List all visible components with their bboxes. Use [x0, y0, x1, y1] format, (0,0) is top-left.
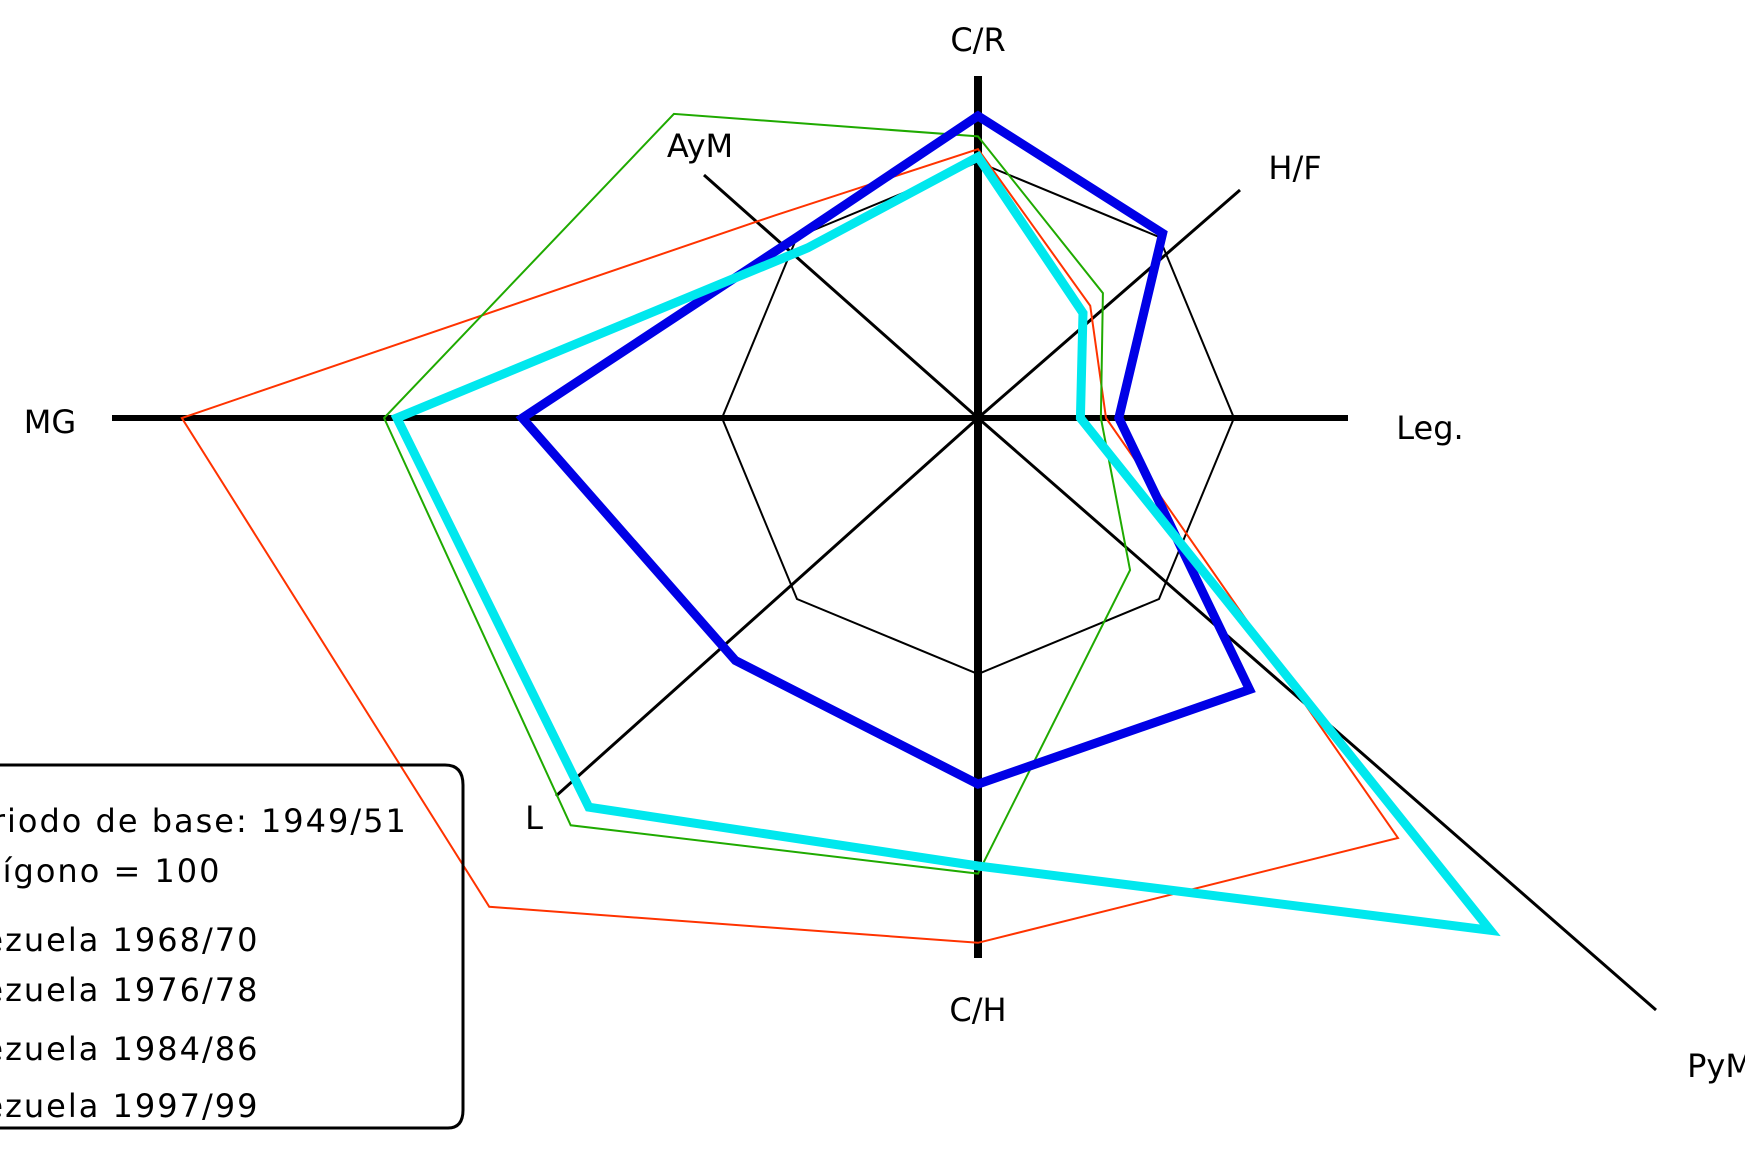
series-line-198486 [382, 112, 1132, 875]
axis-label-mg: MG [24, 403, 76, 441]
series-line-197678 [180, 148, 1400, 944]
legend-frame [0, 763, 465, 1130]
axes-layer [112, 76, 1657, 1012]
axis-label-ch: C/H [949, 991, 1006, 1029]
legend-entry-1968: Venezuela 1968/70 [0, 921, 259, 959]
series-layer [180, 110, 1501, 944]
axis-label-cr: C/R [950, 21, 1005, 59]
legend-entry-1976: Venezuela 1976/78 [0, 971, 259, 1009]
legend-title-line1: Periodo de base: 1949/51 [0, 802, 408, 840]
axis-label-leg: Leg. [1396, 409, 1463, 447]
axis-label-aym: AyM [667, 127, 733, 165]
legend-entry-1997: Venezuela 1997/99 [0, 1087, 259, 1125]
legend-entry-1984: Venezuela 1984/86 [0, 1030, 259, 1068]
legend-title-line2: Polígono = 100 [0, 852, 222, 890]
legend: Periodo de base: 1949/51 Polígono = 100 … [0, 763, 465, 1130]
axis-line-l [554, 416, 980, 798]
axis-label-pym: PyM [1687, 1047, 1745, 1085]
series-line-196870 [395, 155, 1493, 932]
axis-label-l: L [525, 799, 543, 837]
series-line-blue [515, 110, 1256, 789]
axis-labels-layer: C/R H/F Leg. PyM C/H L MG AyM [24, 21, 1745, 1085]
axis-line-aym [703, 173, 979, 420]
series-line-199799 [390, 150, 1501, 937]
axis-label-hf: H/F [1268, 149, 1321, 187]
axis-line-hf [977, 188, 1241, 420]
